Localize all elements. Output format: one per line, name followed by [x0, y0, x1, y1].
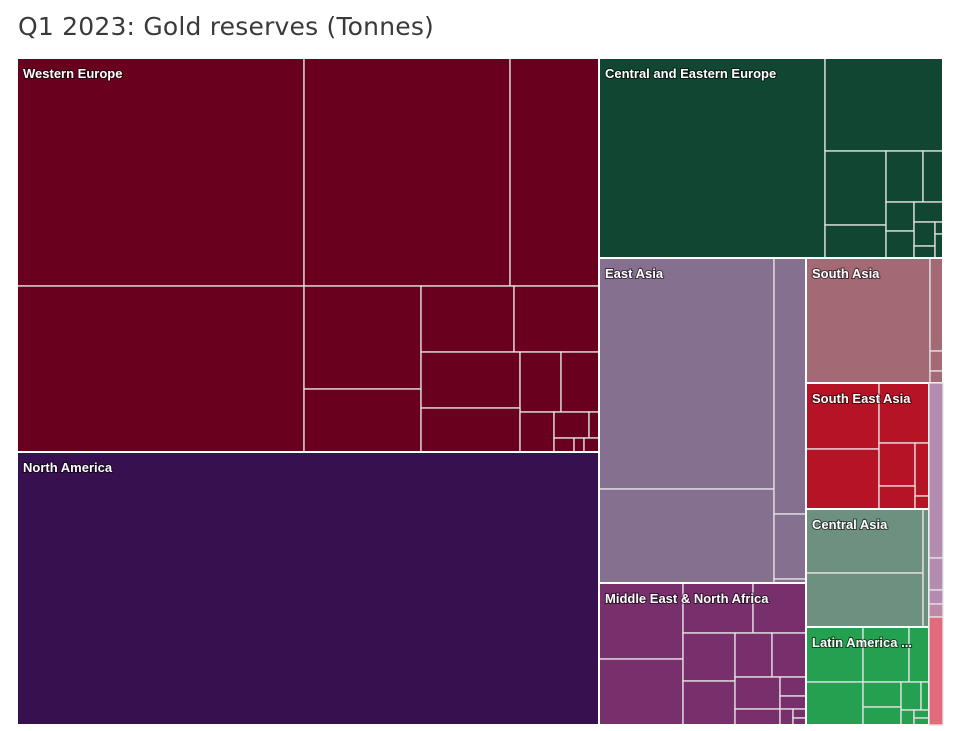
north-america-tile-0[interactable] [16, 451, 600, 726]
south-east-asia-tile-2[interactable] [805, 448, 880, 510]
middle-east-north-africa-tile-12[interactable] [779, 708, 794, 726]
east-asia-tile-0[interactable] [598, 257, 775, 490]
western-europe-label: Western Europe [23, 66, 122, 81]
western-europe-tile-1[interactable] [303, 57, 511, 287]
south-east-asia-label: South East Asia [812, 391, 911, 406]
south-east-asia-tile-6[interactable] [914, 495, 930, 510]
latin-america-tile-3[interactable] [805, 681, 864, 726]
western-europe-tile-2[interactable] [509, 57, 600, 287]
central-and-eastern-europe-tile-6[interactable] [885, 201, 915, 232]
north-america-label: North America [23, 460, 113, 475]
central-and-eastern-europe-tile-2[interactable] [824, 150, 887, 226]
middle-east-north-africa-tile-9[interactable] [779, 676, 807, 697]
south-east-asia-tile-3[interactable] [878, 442, 916, 487]
western-europe-tile-4[interactable] [303, 285, 422, 390]
central-asia-tile-0[interactable] [805, 508, 924, 574]
strip-red[interactable] [928, 616, 944, 726]
western-europe-tile-14[interactable] [588, 411, 600, 439]
western-europe-tile-9[interactable] [519, 351, 562, 413]
latin-america-tile-8[interactable] [900, 709, 915, 726]
central-and-eastern-europe-tile-0[interactable] [598, 57, 826, 259]
central-and-eastern-europe-tile-3[interactable] [885, 150, 924, 203]
middle-east-north-africa-tile-11[interactable] [734, 708, 781, 726]
middle-east-north-africa-label: Middle East & North Africa [605, 591, 769, 606]
strip-mauve-2[interactable] [928, 557, 944, 591]
latin-america-tile-4[interactable] [862, 681, 902, 708]
latin-america-tile-2[interactable] [908, 626, 930, 683]
east-asia-label: East Asia [605, 266, 664, 281]
latin-america-tile-7[interactable] [862, 706, 902, 726]
middle-east-north-africa-tile-10[interactable] [779, 695, 807, 710]
chart-title: Q1 2023: Gold reserves (Tonnes) [18, 12, 435, 41]
western-europe-tile-10[interactable] [560, 351, 600, 413]
middle-east-north-africa-tile-14[interactable] [792, 717, 807, 726]
western-europe-tile-16[interactable] [573, 437, 585, 453]
east-asia-tile-2[interactable] [773, 257, 807, 515]
south-east-asia-tile-5[interactable] [878, 485, 916, 510]
central-asia-tile-1[interactable] [805, 572, 924, 628]
south-east-asia-tile-4[interactable] [914, 442, 930, 497]
western-europe-tile-8[interactable] [420, 351, 521, 409]
western-europe-tile-7[interactable] [513, 285, 600, 353]
east-asia-tile-1[interactable] [598, 488, 775, 584]
strip-mauve-3[interactable] [928, 589, 944, 605]
central-and-eastern-europe-tile-10[interactable] [885, 230, 915, 259]
middle-east-north-africa-tile-8[interactable] [734, 676, 781, 710]
central-and-eastern-europe-tile-4[interactable] [922, 150, 944, 203]
central-asia-label: Central Asia [812, 517, 888, 532]
middle-east-north-africa-tile-3[interactable] [598, 658, 684, 726]
western-europe-tile-5[interactable] [303, 388, 422, 453]
east-asia-tile-3[interactable] [773, 513, 807, 580]
western-europe-tile-3[interactable] [16, 285, 305, 453]
western-europe-tile-12[interactable] [519, 411, 555, 453]
central-and-eastern-europe-tile-9[interactable] [934, 221, 944, 235]
middle-east-north-africa-tile-5[interactable] [734, 632, 773, 678]
latin-america-tile-5[interactable] [900, 681, 922, 711]
middle-east-north-africa-tile-1[interactable] [682, 582, 754, 634]
western-europe-tile-13[interactable] [553, 411, 590, 439]
south-asia-tile-1[interactable] [929, 257, 944, 352]
latin-america-tile-1[interactable] [862, 626, 910, 683]
western-europe-tile-0[interactable] [16, 57, 305, 287]
latin-america-tile-6[interactable] [920, 681, 930, 711]
south-asia-tile-2[interactable] [929, 350, 944, 372]
central-and-eastern-europe-tile-1[interactable] [824, 57, 944, 152]
latin-america-label: Latin America ... [812, 635, 912, 650]
middle-east-north-africa-tile-4[interactable] [682, 632, 736, 682]
central-and-eastern-europe-tile-8[interactable] [913, 221, 936, 247]
central-and-eastern-europe-tile-11[interactable] [913, 245, 936, 259]
central-and-eastern-europe-label: Central and Eastern Europe [605, 66, 776, 81]
western-europe-tile-6[interactable] [420, 285, 515, 353]
central-and-eastern-europe-tile-5[interactable] [824, 224, 887, 259]
strip-pink[interactable] [928, 603, 944, 618]
central-and-eastern-europe-tile-7[interactable] [913, 201, 944, 223]
strip-top-mauve[interactable] [928, 382, 944, 559]
latin-america-tile-9[interactable] [913, 709, 930, 719]
latin-america-tile-10[interactable] [913, 717, 930, 726]
western-europe-tile-15[interactable] [553, 437, 575, 453]
north-america-group-border [16, 451, 600, 726]
south-asia-tile-3[interactable] [929, 370, 944, 384]
middle-east-north-africa-tile-7[interactable] [682, 680, 736, 726]
western-europe-tile-11[interactable] [420, 407, 521, 453]
middle-east-north-africa-tile-6[interactable] [771, 632, 807, 678]
south-asia-label: South Asia [812, 266, 880, 281]
central-and-eastern-europe-tile-12[interactable] [934, 233, 944, 259]
middle-east-north-africa-tile-13[interactable] [792, 708, 807, 719]
western-europe-tile-17[interactable] [583, 437, 600, 453]
